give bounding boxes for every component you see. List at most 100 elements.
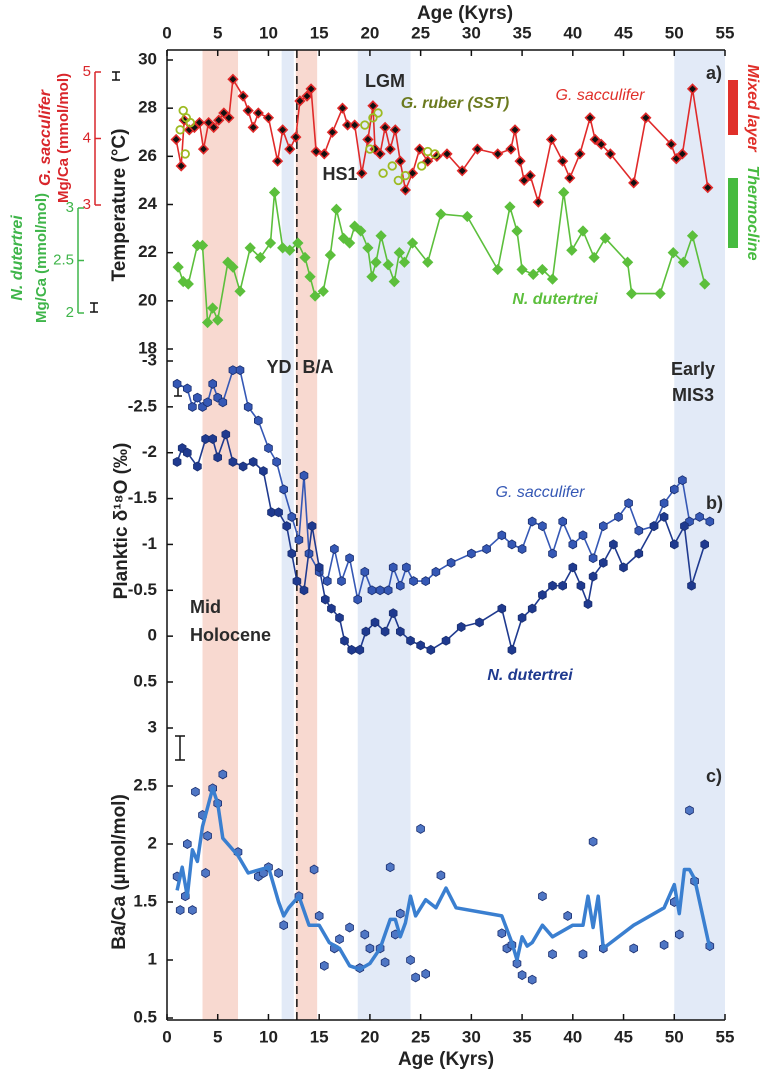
y-tick-label: 2.5 [133, 775, 157, 794]
data-point [182, 383, 192, 394]
data-point [299, 585, 309, 596]
data-point [188, 905, 197, 916]
data-point [284, 143, 296, 155]
y-tick-label: 20 [138, 290, 157, 309]
y3-tick-label: 2.5 [53, 251, 74, 268]
data-point [197, 143, 210, 155]
data-point [343, 237, 356, 249]
data-point [578, 530, 588, 541]
data-point [695, 511, 704, 522]
data-point [213, 114, 225, 126]
x-tick-label: 45 [614, 1027, 633, 1046]
data-point [409, 576, 418, 587]
data-point [400, 170, 411, 181]
data-point [568, 562, 578, 573]
data-point [578, 949, 588, 960]
data-point [237, 90, 249, 102]
data-point [665, 138, 677, 150]
data-point [385, 862, 395, 873]
shaded-period [674, 50, 725, 1020]
data-point [305, 83, 317, 95]
data-point [667, 247, 679, 259]
data-point [583, 599, 593, 609]
data-point [367, 585, 377, 596]
data-point [504, 201, 516, 213]
series-label: G. ruber (SST) [401, 95, 509, 112]
data-point [497, 530, 507, 541]
data-point [527, 268, 539, 280]
annotation: LGM [365, 71, 405, 91]
data-point [290, 131, 302, 143]
data-point [234, 285, 246, 297]
data-point [505, 143, 517, 155]
data-point [235, 365, 245, 376]
x-tick-label: 10 [259, 23, 278, 42]
y-axis-title: Planktic δ¹⁸O (‰) [111, 443, 132, 600]
data-point [395, 626, 405, 637]
data-point [527, 974, 537, 985]
data-point [218, 769, 228, 780]
data-point [307, 521, 317, 532]
data-point [208, 378, 218, 389]
data-point [201, 316, 214, 329]
data-point [678, 475, 687, 486]
data-point [227, 261, 239, 273]
data-point [628, 177, 640, 189]
data-point [384, 143, 396, 155]
data-point [375, 230, 387, 242]
data-point [360, 929, 370, 940]
data-point [254, 251, 266, 264]
x-axis-title-bottom: Age (Kyrs) [398, 1049, 494, 1070]
data-point [670, 153, 682, 165]
series-label: G. sacculifer [496, 484, 586, 501]
data-point [221, 429, 231, 440]
data-point [213, 452, 223, 463]
data-point [599, 557, 608, 568]
data-point [393, 247, 405, 259]
data-point [621, 256, 634, 268]
data-point [170, 133, 182, 146]
y-tick-label: -3 [142, 350, 157, 369]
data-point [301, 90, 313, 102]
data-point [388, 562, 398, 573]
data-point [588, 553, 598, 564]
data-point [362, 242, 374, 254]
data-point [388, 275, 400, 288]
data-point [175, 125, 185, 135]
data-point [223, 112, 235, 124]
data-point [201, 434, 210, 444]
series-label: G. sacculifer [556, 87, 646, 104]
data-point [649, 521, 659, 532]
data-point [421, 576, 431, 587]
x-tick-label: 20 [360, 23, 379, 42]
y3-axis-title: N. dutertrei [9, 215, 26, 301]
data-point [309, 290, 321, 302]
y-tick-label: 1.5 [133, 891, 157, 910]
y-axis-title: Temperature (°C) [109, 129, 130, 282]
data-point [284, 244, 296, 256]
data-point [441, 148, 453, 160]
data-point [277, 124, 289, 136]
data-point [336, 102, 349, 114]
panel-label: b) [706, 493, 723, 513]
data-point [599, 521, 608, 532]
data-point [626, 287, 638, 300]
data-point [259, 466, 268, 477]
data-point [287, 511, 297, 522]
annotation: MIS3 [672, 385, 714, 405]
x-tick-label: 15 [310, 1027, 329, 1046]
series-line [175, 786, 712, 972]
data-point [345, 922, 354, 933]
x-tick-label: 5 [213, 23, 222, 42]
data-point [699, 278, 711, 290]
data-point [675, 929, 684, 940]
data-point [299, 470, 309, 481]
data-point [588, 571, 598, 582]
series-line [176, 433, 706, 651]
x-tick-label: 30 [462, 23, 481, 42]
data-point [314, 910, 324, 921]
y-tick-label: -2.5 [128, 396, 157, 415]
data-point [349, 119, 361, 131]
x-tick-label: 40 [563, 1027, 582, 1046]
data-point [324, 249, 336, 261]
